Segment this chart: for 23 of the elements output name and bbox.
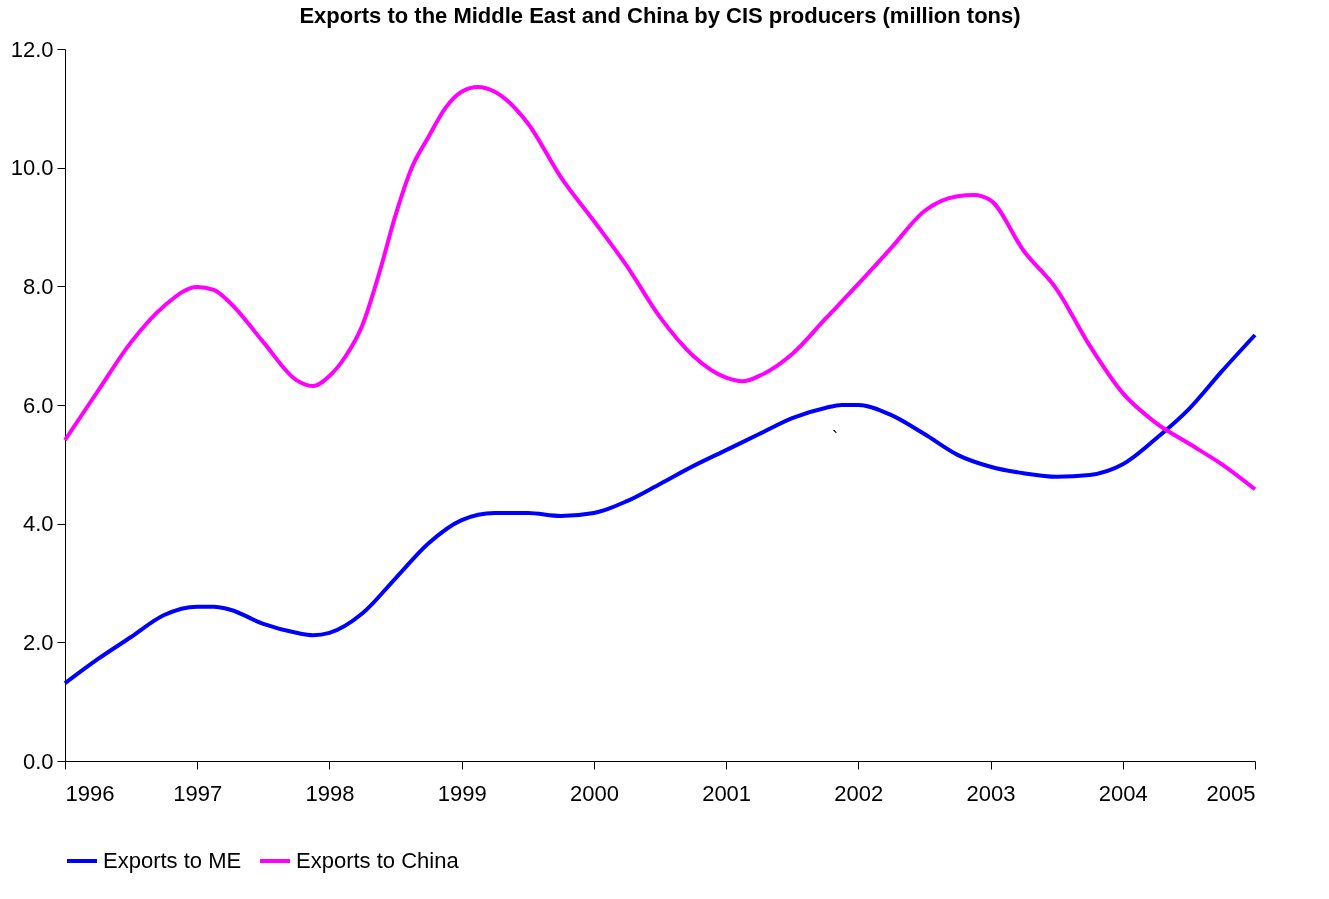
chart-title: Exports to the Middle East and China by CIS producers (million tons) [299,3,1021,28]
y-tick-label: 4.0 [22,511,54,537]
x-tick-label: 2005 [1206,780,1256,806]
line-series [63,84,1257,492]
x-tick-label: 1998 [305,780,355,806]
x-tick-label: 2004 [1098,780,1148,806]
x-tick-label: 2002 [834,780,884,806]
y-tick-label: 8.0 [22,273,54,299]
x-tick-label: 1997 [173,780,223,806]
y-tick-label: 2.0 [22,629,54,655]
annotation: ` [832,428,838,448]
x-tick-label: 1999 [437,780,487,806]
legend-label: Exports to ME [103,848,242,873]
y-tick-label: 6.0 [22,392,54,418]
x-tick-label: 2001 [702,780,752,806]
y-tick-label: 12.0 [10,36,54,62]
y-tick-label: 10.0 [10,155,54,181]
x-tick-label: 2003 [966,780,1016,806]
x-tick-label: 1996 [65,780,115,806]
x-tick-label: 2000 [569,780,619,806]
line-series [63,332,1257,686]
y-tick-label: 0.0 [22,748,54,774]
legend-label: Exports to China [296,848,460,873]
